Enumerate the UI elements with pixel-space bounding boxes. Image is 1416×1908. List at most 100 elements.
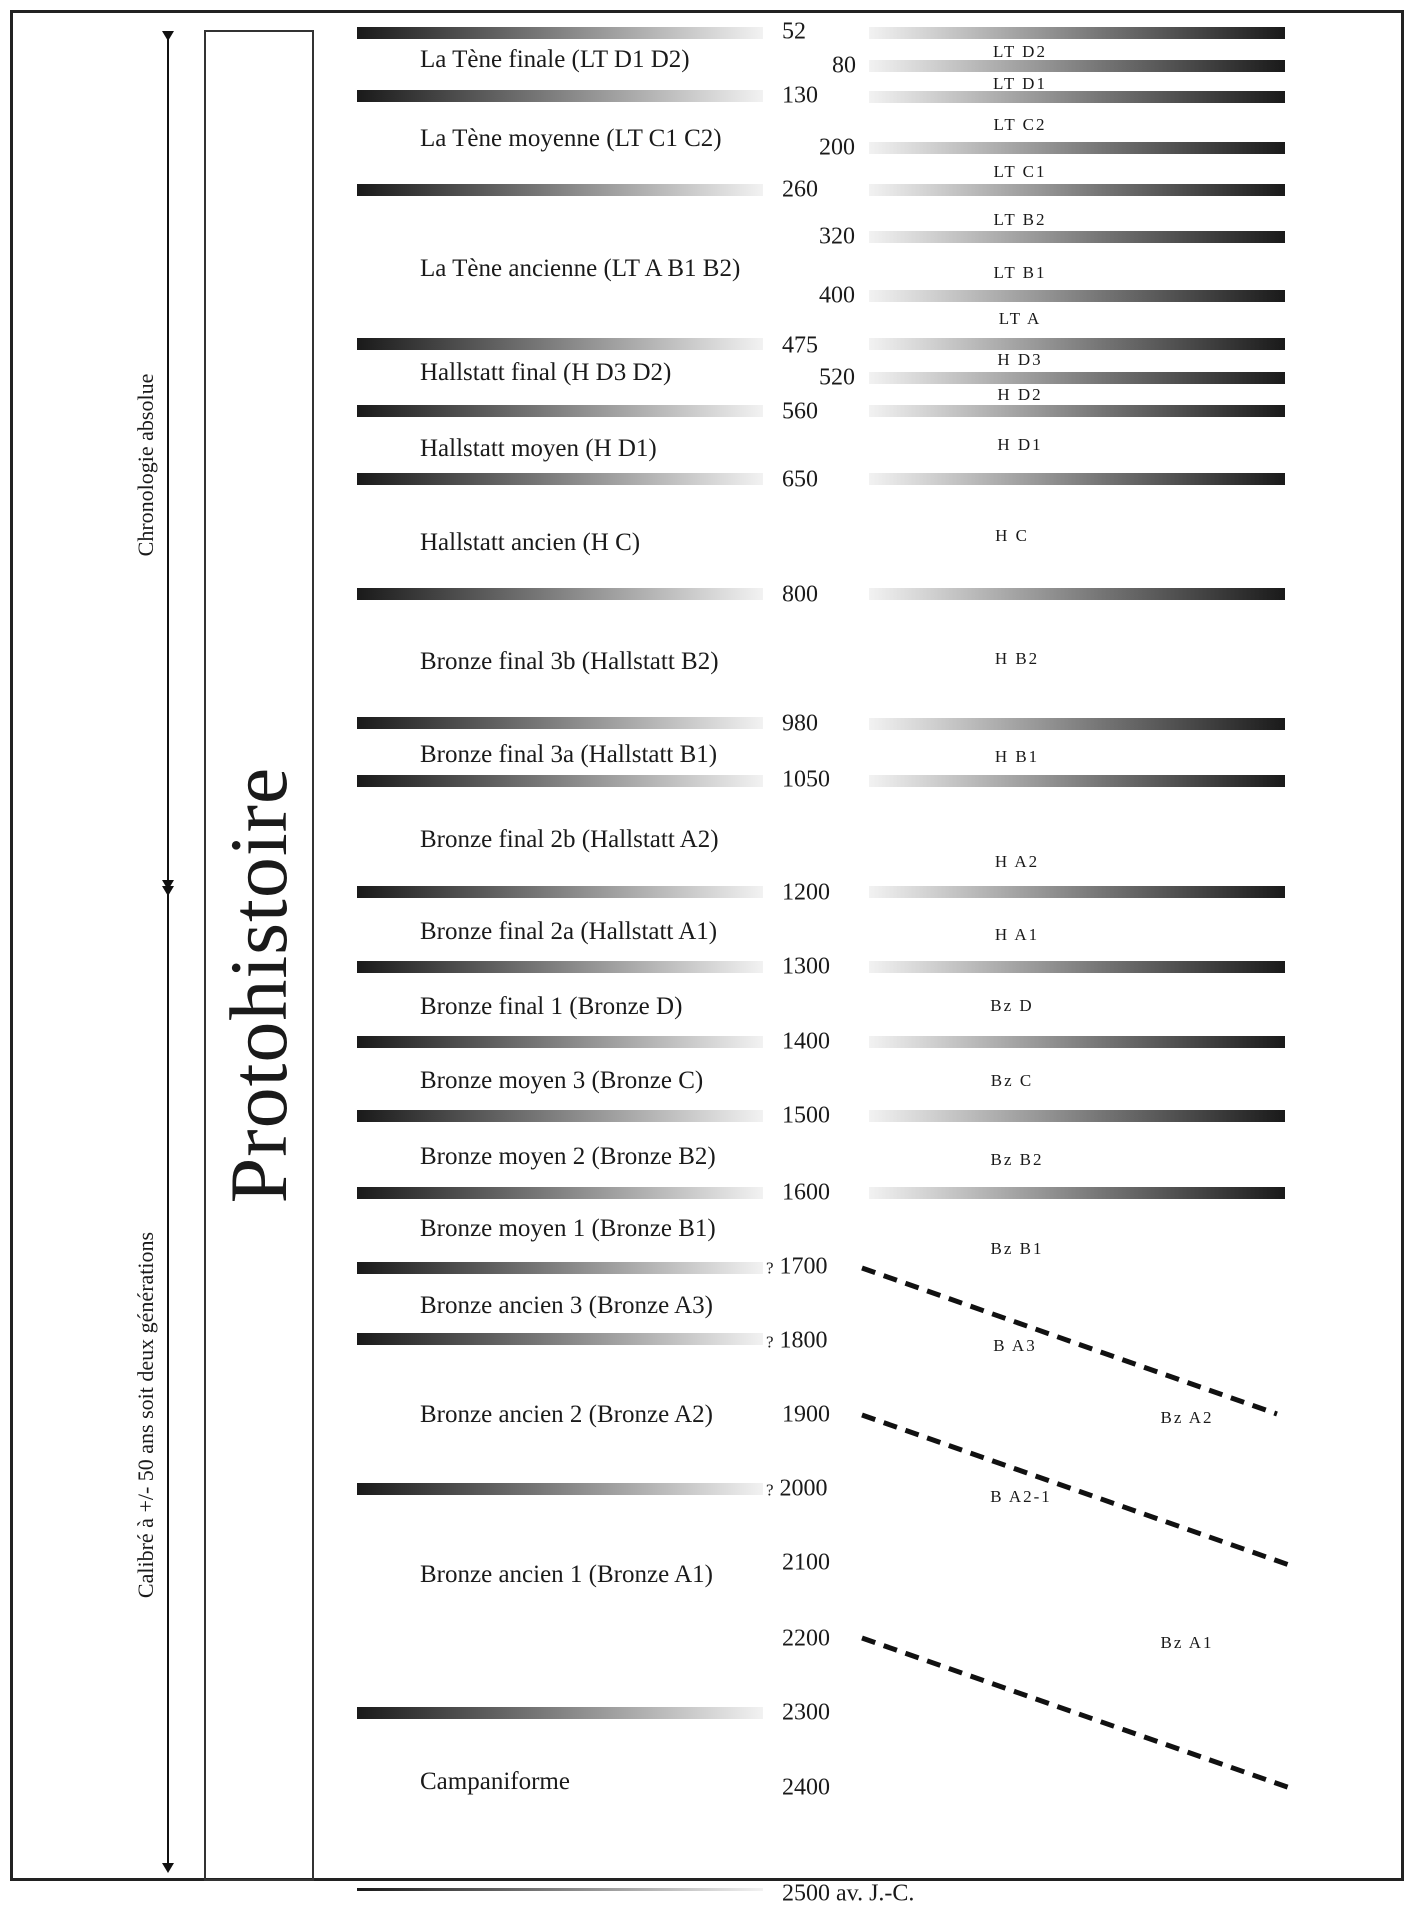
date-value: 2500 av. J.-C.: [782, 1880, 915, 1907]
boundary-bar-right: [869, 961, 1285, 973]
boundary-bar-right: [869, 231, 1285, 243]
phase-code-label: Bz B2: [990, 1150, 1044, 1169]
date-value: 2400: [782, 1774, 830, 1801]
uncertain-date-marker: ?: [766, 1480, 774, 1500]
date-value: 2000: [779, 1475, 828, 1502]
date-label: 1300: [782, 954, 830, 981]
date-value: 52: [782, 18, 806, 45]
boundary-bar-right: [869, 60, 1285, 72]
date-label: 80: [832, 53, 856, 80]
boundary-bar-right: [869, 290, 1285, 302]
date-label: 1050: [782, 767, 830, 794]
boundary-bar-right: [869, 473, 1285, 485]
period-label: Campaniforme: [420, 1768, 570, 1795]
boundary-bar-left: [357, 1262, 763, 1274]
date-label: 260: [782, 177, 818, 204]
date-label: 800: [782, 582, 818, 609]
boundary-bar-right: [869, 588, 1285, 600]
date-value: 1600: [782, 1179, 830, 1206]
date-value: 520: [819, 364, 855, 391]
phase-code-label: H B1: [994, 747, 1040, 766]
date-label: 320: [819, 224, 855, 251]
phase-code-label: H C: [995, 526, 1029, 545]
date-value: 2200: [782, 1625, 830, 1652]
period-label: Bronze final 3a (Hallstatt B1): [420, 741, 718, 768]
date-label: 200: [819, 135, 855, 162]
phase-code-label: Bz C: [990, 1071, 1034, 1090]
period-label: Bronze moyen 2 (Bronze B2): [420, 1143, 716, 1170]
date-label: ? 1700: [766, 1254, 828, 1281]
phase-code-label: LT B2: [993, 210, 1047, 229]
phase-code-label: Bz B1: [990, 1239, 1044, 1258]
boundary-bar-left: [357, 1888, 763, 1891]
boundary-bar-left: [357, 1483, 763, 1495]
boundary-bar-left: [357, 886, 763, 898]
date-label: 400: [819, 283, 855, 310]
date-value: 320: [819, 223, 855, 250]
date-value: 1200: [782, 879, 830, 906]
date-value: 1700: [779, 1253, 828, 1280]
boundary-bar-left: [357, 184, 763, 196]
date-value: 400: [819, 282, 855, 309]
period-label: La Tène ancienne (LT A B1 B2): [420, 255, 741, 282]
phase-code-label: H A2: [994, 852, 1040, 871]
boundary-bar-right: [869, 1110, 1285, 1122]
period-label: Bronze moyen 3 (Bronze C): [420, 1067, 704, 1094]
boundary-bar-left: [357, 27, 763, 39]
boundary-bar-left: [357, 473, 763, 485]
period-label: Bronze ancien 3 (Bronze A3): [420, 1292, 713, 1319]
date-value: 1300: [782, 953, 830, 980]
date-label: 1500: [782, 1103, 830, 1130]
period-label: Hallstatt moyen (H D1): [420, 435, 657, 462]
boundary-bar-right: [869, 775, 1285, 787]
date-label: ? 2000: [766, 1476, 828, 1503]
date-value: 980: [782, 710, 818, 737]
uncertain-boundary-dashed-line: [861, 1635, 1291, 1791]
boundary-bar-left: [357, 1707, 763, 1719]
boundary-bar-right: [869, 142, 1285, 154]
period-label: Bronze final 1 (Bronze D): [420, 993, 683, 1020]
period-label: Bronze final 3b (Hallstatt B2): [420, 648, 719, 675]
date-value: 1400: [782, 1028, 830, 1055]
date-label: 52: [782, 19, 806, 46]
period-label: Bronze ancien 2 (Bronze A2): [420, 1401, 713, 1428]
boundary-bar-left: [357, 1187, 763, 1199]
boundary-bar-right: [869, 1036, 1285, 1048]
phase-code-label: H D2: [997, 385, 1043, 404]
period-label: Hallstatt final (H D3 D2): [420, 359, 672, 386]
boundary-bar-right: [869, 372, 1285, 384]
boundary-bar-right: [869, 1187, 1285, 1199]
phase-code-label: B A3: [993, 1336, 1037, 1355]
period-label: Bronze moyen 1 (Bronze B1): [420, 1215, 716, 1242]
date-label: 2100: [782, 1550, 830, 1577]
phase-code-label: LT D2: [993, 42, 1047, 61]
boundary-bar-left: [357, 1036, 763, 1048]
date-label: 650: [782, 467, 818, 494]
period-label: Bronze final 2a (Hallstatt A1): [420, 918, 718, 945]
date-value: 2100: [782, 1549, 830, 1576]
date-value: 260: [782, 176, 818, 203]
boundary-bar-left: [357, 1333, 763, 1345]
date-label: 1400: [782, 1029, 830, 1056]
period-label: La Tène finale (LT D1 D2): [420, 46, 690, 73]
phase-code-label: H A1: [994, 925, 1040, 944]
boundary-bar-right: [869, 184, 1285, 196]
diagram-frame: [10, 10, 1404, 1881]
phase-code-label: LT D1: [993, 74, 1047, 93]
date-label: 2200: [782, 1626, 830, 1653]
date-label: 2400: [782, 1775, 830, 1802]
boundary-bar-right: [869, 886, 1285, 898]
date-value: 1500: [782, 1102, 830, 1129]
date-value: 2300: [782, 1699, 830, 1726]
date-value: 650: [782, 466, 818, 493]
date-label: 520: [819, 365, 855, 392]
date-label: 560: [782, 399, 818, 426]
phase-code-label: LT C1: [993, 162, 1047, 181]
date-label: 1200: [782, 880, 830, 907]
boundary-bar-left: [357, 775, 763, 787]
phase-code-label: H D3: [997, 350, 1043, 369]
boundary-bar-left: [357, 588, 763, 600]
phase-code-label: Bz D: [990, 996, 1034, 1015]
